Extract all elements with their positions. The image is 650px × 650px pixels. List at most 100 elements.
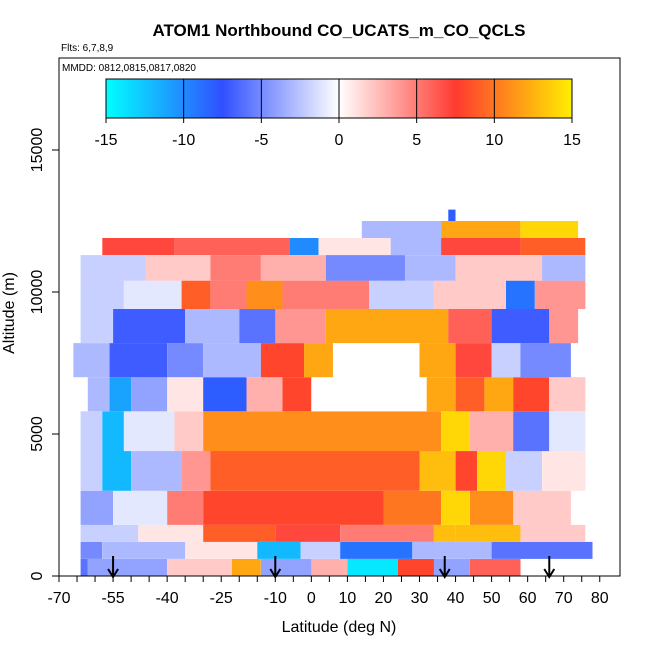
x-tick-label: -10 [264, 590, 287, 607]
x-axis: -70 -55 -40 -25 -10 0 10 20 30 40 50 60 70 80 [47, 575, 609, 607]
heatmap-cell [397, 559, 434, 576]
colorbar-tick-label: -5 [254, 132, 268, 149]
heatmap-cell [347, 559, 398, 576]
heatmap-cell [80, 280, 124, 309]
heatmap-cell [80, 559, 88, 576]
heatmap-cell [282, 377, 312, 412]
heatmap-cell [289, 238, 319, 255]
heatmap-cell [513, 490, 571, 525]
heatmap-cell [123, 280, 182, 309]
heatmap-cell [470, 559, 521, 576]
heatmap-cell [109, 343, 168, 378]
x-tick-label: -25 [210, 590, 233, 607]
heatmap-cell [73, 343, 110, 378]
heatmap-cell [145, 255, 211, 281]
x-axis-label: Latitude (deg N) [282, 619, 397, 636]
heatmap-cell [383, 490, 442, 525]
heatmap-cell [260, 255, 326, 281]
heatmap-cell [239, 309, 276, 344]
x-tick-label: -55 [102, 590, 125, 607]
heatmap-cell [441, 221, 521, 238]
heatmap-cell [433, 559, 470, 576]
heatmap-cell [167, 377, 204, 412]
heatmap-cell [412, 541, 492, 559]
heatmap-cell [426, 377, 456, 412]
x-tick-label: 10 [339, 590, 357, 607]
heatmap-cell [477, 451, 506, 491]
heatmap-cell [275, 524, 341, 542]
heatmap-cell [419, 451, 456, 491]
heatmap-cell [102, 451, 132, 491]
heatmap-cell [513, 377, 550, 412]
y-tick-label: 0 [29, 571, 46, 580]
heatmap-cell [167, 343, 204, 378]
heatmap-cell [304, 343, 333, 378]
x-tick-label: 0 [307, 590, 316, 607]
heatmap-cell [80, 411, 103, 452]
heatmap-cell [520, 524, 586, 542]
heatmap-cell [441, 238, 521, 255]
heatmap-cell [167, 490, 204, 525]
heatmap-cell [484, 377, 514, 412]
heatmap-cell [520, 343, 571, 378]
heatmap-cell [109, 377, 132, 412]
y-tick-label: 15000 [29, 128, 46, 173]
heatmap-cell [455, 255, 543, 281]
heatmap-cell [318, 238, 391, 255]
heatmap-cell [441, 490, 470, 525]
flight-marker-arrow [438, 556, 451, 579]
heatmap-cell [80, 524, 139, 542]
x-tick-label: -70 [47, 590, 70, 607]
heatmap-cell [102, 238, 175, 255]
heatmap-cell [80, 541, 103, 559]
heatmap-cell [131, 377, 168, 412]
y-axis-label: Altitude (m) [1, 272, 18, 354]
colorbar-tick-label: 0 [335, 132, 344, 149]
heatmap-cell [340, 524, 434, 542]
heatmap-cell [80, 490, 113, 525]
heatmap-cell [448, 309, 492, 344]
heatmap-cell [138, 524, 204, 542]
heatmap-cell [131, 451, 182, 491]
colorbar-tick-label: 15 [563, 132, 581, 149]
x-tick-label: 30 [411, 590, 429, 607]
heatmap-cell [275, 309, 326, 344]
heatmap-cell [433, 280, 506, 309]
heatmap-cell [203, 377, 247, 412]
heatmap-cell [491, 541, 593, 559]
heatmap-cell [80, 255, 146, 281]
heatmap-cell [174, 411, 204, 452]
x-tick-label: -40 [156, 590, 179, 607]
heatmap-cell [455, 524, 521, 542]
heatmap-cell [513, 411, 550, 452]
x-tick-label: 50 [483, 590, 501, 607]
heatmap-cell [549, 377, 586, 412]
heatmap-cell [282, 280, 369, 309]
y-tick-label: 10000 [29, 270, 46, 315]
heatmap-cell [534, 280, 586, 309]
heatmap-cell [80, 309, 113, 344]
heatmap-cell [181, 280, 211, 309]
heatmap-cell [549, 309, 579, 344]
heatmap-cell [340, 541, 413, 559]
heatmap-cell [232, 559, 261, 576]
heatmap-cell [102, 411, 124, 452]
heatmap-cell [167, 559, 233, 576]
heatmap-cell [185, 309, 240, 344]
x-tick-label: 40 [447, 590, 465, 607]
heatmap-cell [260, 343, 305, 378]
heatmap-cell [181, 451, 211, 491]
heatmap-cell [325, 309, 449, 344]
heatmap-cell [455, 343, 492, 378]
heatmap-cell [203, 411, 442, 452]
heatmap-cell [300, 541, 341, 559]
heatmap-cell [113, 490, 168, 525]
heatmap-cell [390, 238, 442, 255]
y-axis: 0 5000 10000 15000 [29, 128, 60, 580]
heatmap-cell [203, 490, 384, 525]
heatmap-cell [113, 309, 186, 344]
heatmap-cell [311, 559, 348, 576]
heatmap-cell [441, 411, 470, 452]
heatmap-cell [433, 524, 456, 542]
